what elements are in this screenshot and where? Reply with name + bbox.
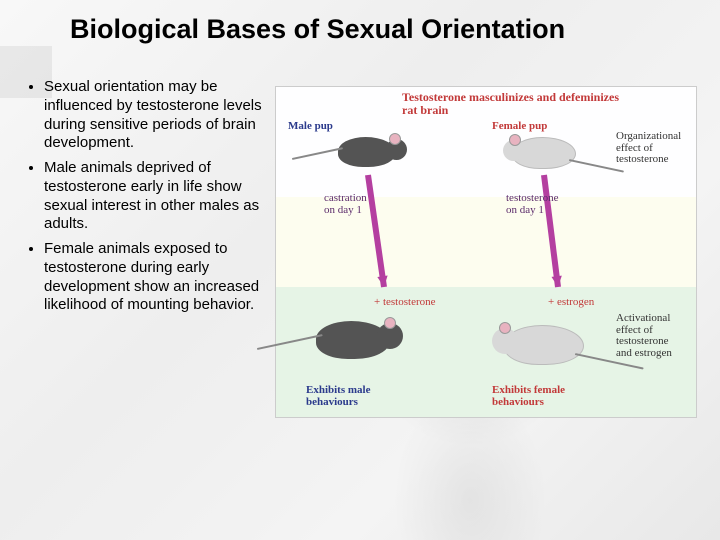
bullet-text: Female animals exposed to testosterone d… xyxy=(44,240,259,313)
slide-title-text: Biological Bases of Sexual Orientation xyxy=(70,14,565,44)
female-rat-icon xyxy=(512,137,576,169)
body-row: Sexual orientation may be influenced by … xyxy=(28,78,700,520)
diagram-label: Exhibits malebehaviours xyxy=(306,385,370,408)
diagram-label: + estrogen xyxy=(548,297,594,309)
slide: Biological Bases of Sexual Orientation S… xyxy=(0,0,720,540)
slide-title: Biological Bases of Sexual Orientation xyxy=(70,14,700,45)
diagram-label: Activationaleffect oftestosteroneand est… xyxy=(616,313,672,359)
male-rat-icon xyxy=(316,321,390,359)
diagram-label: Male pup xyxy=(288,121,333,133)
bullet-item: Sexual orientation may be influenced by … xyxy=(44,78,263,153)
diagram-label: castrationon day 1 xyxy=(324,193,367,216)
bullet-item: Female animals exposed to testosterone d… xyxy=(44,240,263,315)
hormone-diagram: Testosterone masculinizes and defeminize… xyxy=(275,86,697,418)
male-rat-icon xyxy=(338,137,396,167)
text-column: Sexual orientation may be influenced by … xyxy=(28,78,263,520)
bullet-list: Sexual orientation may be influenced by … xyxy=(28,78,263,315)
bullet-text: Sexual orientation may be influenced by … xyxy=(44,78,262,151)
female-rat-icon xyxy=(504,325,584,365)
figure-column: Testosterone masculinizes and defeminize… xyxy=(275,78,700,520)
diagram-label: Exhibits femalebehaviours xyxy=(492,385,565,408)
diagram-label: Female pup xyxy=(492,121,547,133)
diagram-label: testosteroneon day 1 xyxy=(506,193,559,216)
diagram-label: Organizationaleffect oftestosterone xyxy=(616,131,681,166)
bullet-text: Male animals deprived of testosterone ea… xyxy=(44,159,259,232)
diagram-label: Testosterone masculinizes and defeminize… xyxy=(402,91,619,116)
bullet-item: Male animals deprived of testosterone ea… xyxy=(44,159,263,234)
diagram-label: + testosterone xyxy=(374,297,436,309)
